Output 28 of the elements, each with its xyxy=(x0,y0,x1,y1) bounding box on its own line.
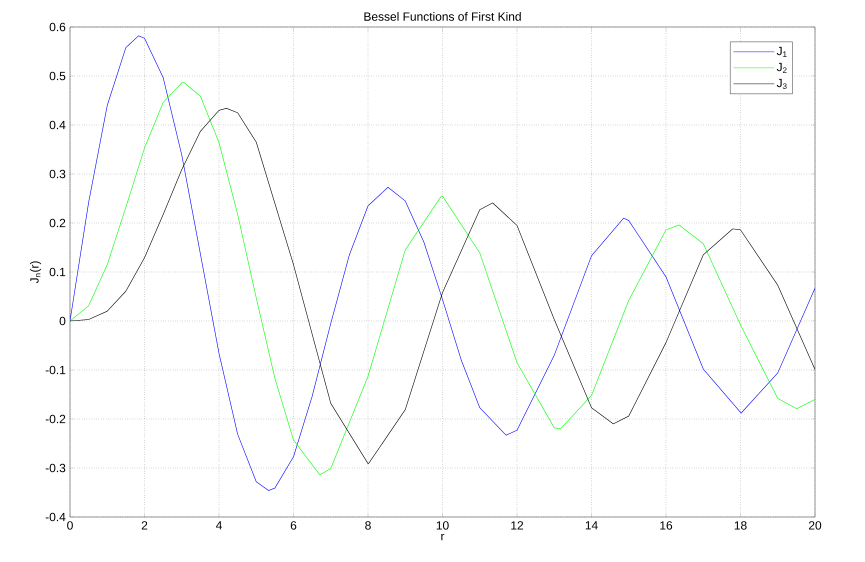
y-tick-label: 0.4 xyxy=(50,120,66,130)
y-tick-label: 0 xyxy=(60,316,66,326)
legend-label: J$_{1}$ xyxy=(776,46,787,57)
y-tick-label: 0.6 xyxy=(50,22,66,32)
x-tick-label: 4 xyxy=(216,521,222,530)
x-tick-label: 10 xyxy=(436,521,449,530)
y-tick-label: 0.3 xyxy=(50,170,66,178)
x-tick-label: 12 xyxy=(511,521,524,530)
x-tick-label: 16 xyxy=(660,521,672,530)
y-tick-label: -0.3 xyxy=(46,464,66,472)
x-tick-label: 14 xyxy=(586,521,598,530)
y-tick-label: -0.4 xyxy=(46,512,66,522)
y-axis-title: J$_{n}$(r) xyxy=(30,261,42,284)
x-tick-label: 18 xyxy=(734,521,747,530)
y-tick-label: 0.5 xyxy=(50,72,66,80)
y-tick-label: 0.2 xyxy=(50,218,66,228)
chart-title: Bessel Functions of First Kind xyxy=(364,12,521,21)
legend-label: J$_{3}$ xyxy=(776,78,787,89)
x-tick-label: 20 xyxy=(808,521,822,530)
x-tick-label: 0 xyxy=(67,521,73,530)
legend-label: J$_{2}$ xyxy=(776,62,787,73)
y-tick-label: -0.1 xyxy=(46,366,66,374)
x-tick-label: 2 xyxy=(142,521,148,530)
x-tick-label: 8 xyxy=(365,521,371,530)
y-tick-label: 0.1 xyxy=(50,268,66,276)
x-tick-label: 6 xyxy=(290,521,296,530)
y-tick-label: -0.2 xyxy=(46,414,66,424)
x-axis-title: r xyxy=(441,534,444,540)
